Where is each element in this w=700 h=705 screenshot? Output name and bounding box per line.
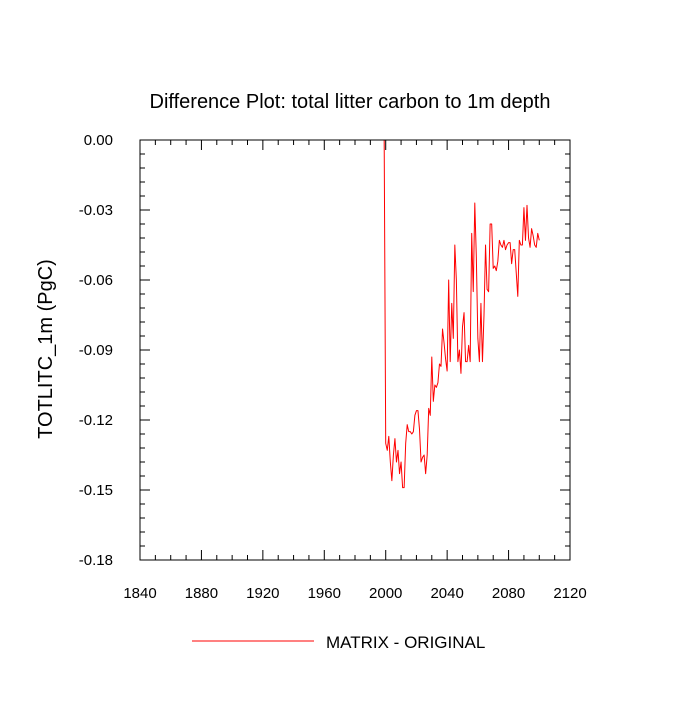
y-tick-label: -0.12 <box>79 412 113 429</box>
x-tick-label: 2120 <box>553 585 586 602</box>
y-axis-label: TOTLITC_1m (PgC) <box>35 259 57 439</box>
series-line-matrix-original <box>155 139 540 489</box>
x-tick-label: 2080 <box>492 585 525 602</box>
legend: MATRIX - ORIGINAL <box>192 633 485 652</box>
x-axis: 1840 1880 1920 1960 2000 2040 2080 2120 <box>123 140 587 602</box>
y-tick-label: -0.06 <box>79 272 113 289</box>
x-tick-label: 1880 <box>185 585 218 602</box>
y-axis: 0.00 -0.03 -0.06 -0.09 -0.12 -0.15 -0.18 <box>79 132 570 569</box>
chart-title: Difference Plot: total litter carbon to … <box>150 91 551 113</box>
x-tick-label: 1840 <box>123 585 156 602</box>
y-tick-label: 0.00 <box>84 132 113 149</box>
y-tick-label: -0.09 <box>79 342 113 359</box>
y-tick-label: -0.15 <box>79 482 113 499</box>
x-tick-label: 1960 <box>308 585 341 602</box>
x-tick-label: 1920 <box>246 585 279 602</box>
x-tick-label: 2040 <box>430 585 463 602</box>
plot-area <box>155 139 540 489</box>
y-tick-label: -0.18 <box>79 552 113 569</box>
x-tick-label: 2000 <box>369 585 402 602</box>
legend-label-matrix-original: MATRIX - ORIGINAL <box>326 633 485 652</box>
y-tick-label: -0.03 <box>79 202 113 219</box>
plot-frame <box>139 139 571 561</box>
